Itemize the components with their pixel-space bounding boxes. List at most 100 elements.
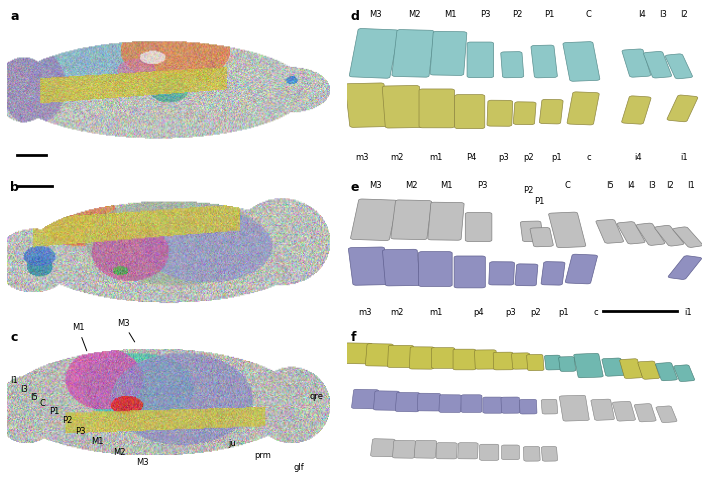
FancyBboxPatch shape [467,42,493,78]
Text: glf: glf [293,463,304,472]
Text: m3: m3 [358,308,372,317]
FancyBboxPatch shape [520,399,537,414]
Text: I1: I1 [11,376,18,385]
FancyBboxPatch shape [613,401,635,421]
Text: M3: M3 [369,181,382,190]
Text: e: e [351,181,359,194]
FancyBboxPatch shape [418,252,452,286]
Text: M3: M3 [117,319,135,342]
FancyBboxPatch shape [644,51,671,78]
Text: C: C [564,181,570,190]
FancyBboxPatch shape [541,399,558,414]
Text: P1: P1 [534,197,544,206]
Text: I2: I2 [681,10,688,19]
Text: I5: I5 [606,181,613,190]
FancyBboxPatch shape [382,85,423,128]
Text: m1: m1 [430,153,442,162]
FancyBboxPatch shape [345,83,389,128]
FancyBboxPatch shape [523,446,540,461]
FancyBboxPatch shape [559,356,576,371]
Text: P3: P3 [477,181,487,190]
Text: p3: p3 [498,153,509,162]
FancyBboxPatch shape [540,99,563,124]
FancyBboxPatch shape [520,221,543,242]
FancyBboxPatch shape [596,219,624,243]
FancyBboxPatch shape [617,222,645,244]
FancyBboxPatch shape [428,202,464,240]
FancyBboxPatch shape [574,354,603,378]
FancyBboxPatch shape [654,226,684,246]
Text: M3: M3 [369,10,382,19]
Text: M2: M2 [113,448,126,457]
FancyBboxPatch shape [458,442,478,459]
FancyBboxPatch shape [431,348,455,369]
FancyBboxPatch shape [531,45,557,78]
FancyBboxPatch shape [487,100,513,126]
Text: p3: p3 [505,308,516,317]
Text: p2: p2 [523,153,533,162]
Text: c: c [11,330,18,343]
Text: I3: I3 [659,10,667,19]
FancyBboxPatch shape [559,395,589,421]
FancyBboxPatch shape [396,392,420,412]
FancyBboxPatch shape [430,31,467,75]
FancyBboxPatch shape [436,442,457,459]
FancyBboxPatch shape [620,359,642,379]
FancyBboxPatch shape [513,102,536,125]
Text: i1: i1 [681,153,688,162]
Text: I1: I1 [688,181,695,190]
Text: prm: prm [255,451,272,460]
FancyBboxPatch shape [391,200,432,240]
FancyBboxPatch shape [665,54,693,79]
FancyBboxPatch shape [638,361,659,379]
Text: I3: I3 [20,385,28,395]
Text: I5: I5 [30,393,38,402]
FancyBboxPatch shape [674,365,695,382]
FancyBboxPatch shape [374,391,399,410]
FancyBboxPatch shape [418,393,440,411]
Text: b: b [11,181,19,194]
Text: ju: ju [228,439,236,448]
FancyBboxPatch shape [549,212,586,248]
FancyBboxPatch shape [352,389,379,409]
Text: d: d [351,10,360,23]
FancyBboxPatch shape [483,397,503,413]
FancyBboxPatch shape [530,227,553,247]
FancyBboxPatch shape [541,262,565,285]
FancyBboxPatch shape [371,439,395,457]
FancyBboxPatch shape [493,352,513,370]
FancyBboxPatch shape [567,92,599,125]
FancyBboxPatch shape [383,249,420,286]
FancyBboxPatch shape [563,42,600,81]
Text: M2: M2 [408,10,421,19]
Text: M1: M1 [91,437,104,446]
FancyBboxPatch shape [350,28,398,78]
FancyBboxPatch shape [635,404,656,422]
Text: I4: I4 [627,181,635,190]
FancyBboxPatch shape [656,363,677,381]
Text: I2: I2 [666,181,674,190]
Text: qre: qre [309,392,323,400]
FancyBboxPatch shape [344,343,372,364]
Text: P2: P2 [513,10,523,19]
Text: c: c [586,153,591,162]
FancyBboxPatch shape [348,247,389,285]
FancyBboxPatch shape [388,345,413,368]
FancyBboxPatch shape [527,355,544,370]
Text: M1: M1 [444,10,457,19]
Text: p1: p1 [552,153,562,162]
FancyBboxPatch shape [602,358,625,376]
FancyBboxPatch shape [365,344,393,366]
FancyBboxPatch shape [501,445,519,460]
Text: M1: M1 [72,323,86,351]
Text: c: c [593,308,598,317]
FancyBboxPatch shape [409,347,435,369]
Text: P2: P2 [62,416,72,425]
Text: m1: m1 [430,308,442,317]
Text: I3: I3 [648,181,657,190]
Text: a: a [11,10,19,23]
Text: C: C [40,399,45,408]
FancyBboxPatch shape [489,262,515,285]
FancyBboxPatch shape [542,446,557,461]
Text: M2: M2 [405,181,418,190]
